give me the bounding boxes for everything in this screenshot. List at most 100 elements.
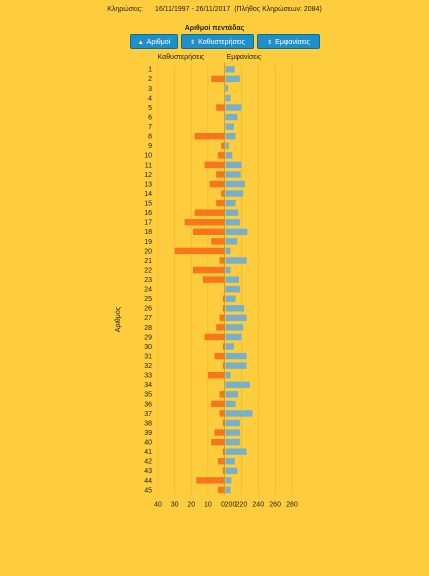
sort-up-icon: ▲ [137,40,144,46]
appearance-bar [225,104,242,111]
appearance-bar [225,391,239,398]
delay-bar [211,75,225,83]
category-label: 28 [144,325,152,332]
category-label: 45 [144,487,152,494]
appearance-bar [225,266,231,274]
category-label: 5 [148,105,152,112]
delay-bar [219,257,225,264]
category-label: 20 [144,248,152,255]
sort-by-appearance-label: Εμφανίσεις [275,39,310,46]
category-label: 24 [144,287,152,294]
chart-subtitle: Αριθμοί πεντάδας [184,25,245,32]
delay-bar [196,477,225,484]
delay-tick-label: 30 [171,502,179,509]
category-label: 1 [148,67,152,74]
appearance-bar [225,276,239,283]
delay-bar [217,486,225,494]
category-label: 19 [144,239,152,246]
appearance-bar [225,161,242,169]
appearance-bar [225,343,234,350]
delay-bar [211,238,225,245]
appearance-bar [225,410,253,417]
delay-bar [222,305,225,312]
category-label: 41 [144,449,152,456]
category-label: 11 [145,162,152,169]
sort-by-number-label: Αριθμοί [146,39,171,46]
delay-bar [216,171,225,178]
category-label: 9 [148,143,152,150]
delay-bar [192,266,225,274]
sort-icon: ⇕ [190,40,196,46]
category-label: 16 [144,210,152,217]
delay-bar [222,448,225,455]
delay-bar [204,161,225,169]
delay-tick-label: 20 [187,502,195,509]
category-label: 15 [144,201,152,208]
appearance-bar [225,305,245,312]
delay-bar [207,372,225,379]
delay-bar [222,419,225,427]
category-label: 18 [144,229,152,236]
delay-tick-label: 10 [204,502,212,509]
category-label: 4 [148,95,152,102]
appearance-bar [225,372,231,379]
delay-bar [217,458,225,465]
sort-by-number-button[interactable]: ▲ Αριθμοί [130,34,178,49]
category-label: 36 [144,401,152,408]
appearance-bar [225,477,232,484]
y-axis-label: Αριθμός [114,306,122,332]
appearance-bar [225,352,247,360]
delay-bar [216,104,225,111]
category-label: 14 [144,191,152,198]
appearance-bar [225,285,240,293]
delay-bar [174,247,225,255]
delay-tick-label: 0 [221,502,225,509]
category-label: 27 [144,315,152,322]
category-label: 35 [144,392,152,399]
appearance-bar [225,133,236,140]
appearance-bar [225,381,250,388]
appearance-bar [225,257,247,264]
appearance-bar [225,199,236,207]
delay-bar [221,190,225,197]
delay-bar [217,152,225,159]
appearance-tick-label: 200 [225,502,237,509]
category-label: 10 [144,153,152,160]
category-label: 34 [144,382,152,389]
category-label: 12 [144,172,152,179]
delay-bar [204,333,225,341]
delay-axis-title: Καθυστερήσεις [158,54,205,61]
sort-icon: ⇕ [267,40,273,46]
delay-bar [214,429,225,436]
category-label: 32 [144,363,152,370]
appearance-bar [225,333,242,341]
appearance-bar [225,152,233,159]
category-label: 33 [144,373,152,380]
draws-label: Κληρώσεις: [107,6,144,13]
appearance-bar [225,467,238,474]
appearance-bar [225,295,236,302]
appearance-bar [225,324,244,331]
delay-bar [184,219,225,226]
appearance-bar [225,438,240,446]
category-label: 29 [144,334,152,341]
category-label: 8 [148,134,152,141]
appearance-bar [225,180,245,188]
category-label: 37 [144,411,152,418]
delay-bar [222,343,225,350]
category-label: 40 [144,440,152,447]
delay-bar [192,228,225,235]
sort-by-appearance-button[interactable]: ⇕ Εμφανίσεις [257,34,320,49]
delay-bar [209,180,225,188]
sort-by-delay-button[interactable]: ⇕ Καθυστερήσεις [181,34,254,49]
delay-bar [211,438,225,446]
appearance-bar [225,458,235,465]
delay-bar [219,410,225,417]
appearance-bar [225,448,247,455]
appearance-bar [225,238,238,245]
category-label: 43 [144,468,152,475]
appearance-bar [225,123,234,130]
appearance-bar [225,75,240,83]
appearance-bar [225,219,240,226]
